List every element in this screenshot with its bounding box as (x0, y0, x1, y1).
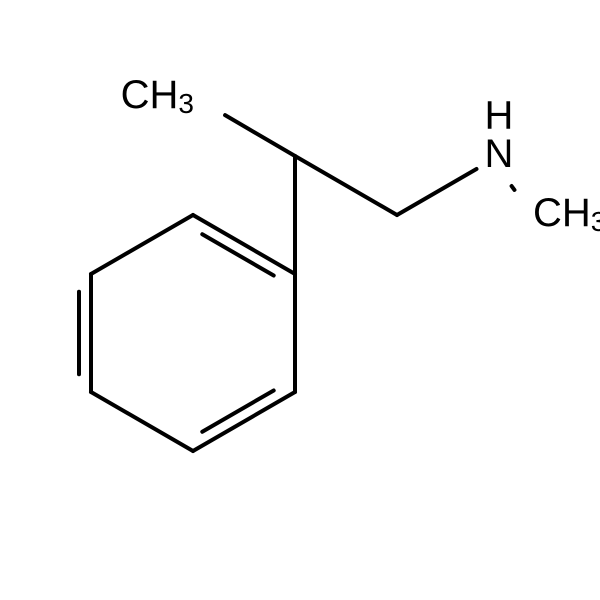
molecule-diagram: CH3 NH CH3 (0, 0, 600, 600)
atom-label-h: H (485, 94, 514, 138)
bond (225, 115, 295, 156)
atom-label: CH3 (533, 191, 600, 238)
bond (397, 169, 476, 215)
bond (91, 392, 193, 451)
bond (193, 392, 295, 451)
bond (295, 156, 397, 215)
atom-label: CH3 (121, 73, 194, 120)
bond (512, 186, 515, 190)
atom-label: N (485, 132, 514, 176)
bond (91, 215, 193, 274)
bond (193, 215, 295, 274)
